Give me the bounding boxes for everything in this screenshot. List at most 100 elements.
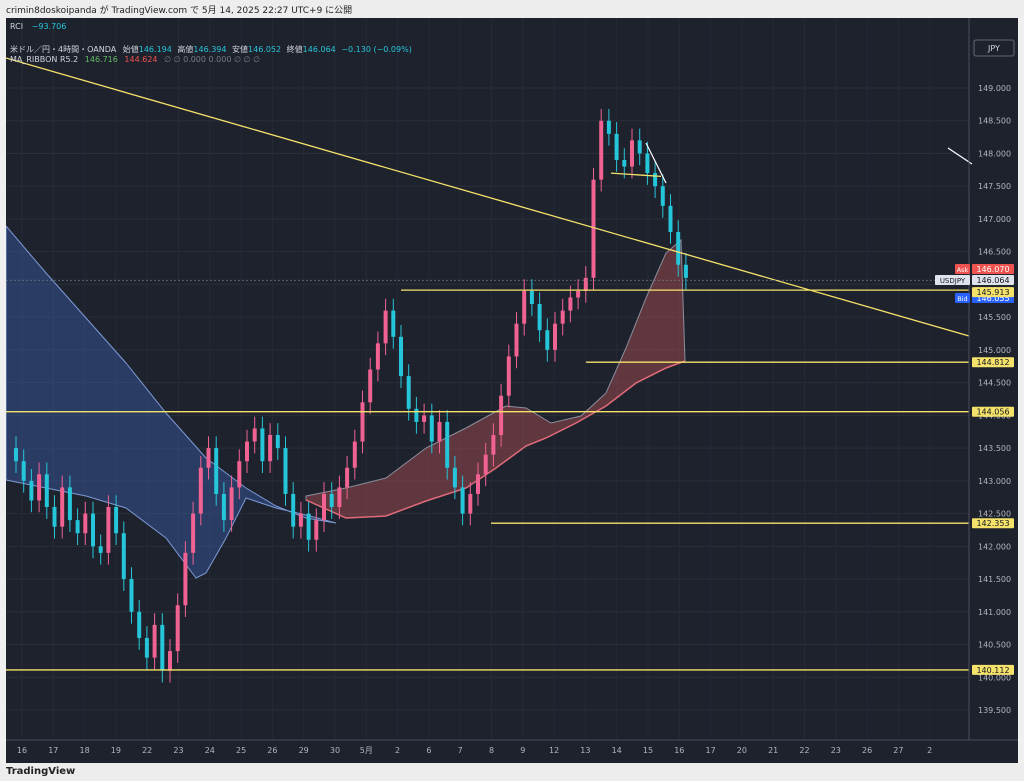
time-axis-label: 29	[299, 746, 309, 755]
change-value: −0.130 (−0.09%)	[341, 45, 412, 54]
ma-ribbon-slow-line	[305, 360, 686, 519]
candle-body	[599, 120, 604, 180]
candle-body	[237, 461, 242, 488]
candle-body	[653, 173, 658, 187]
level-142353-tag	[972, 518, 1014, 529]
level-144056-tag	[972, 406, 1014, 417]
candle-body	[514, 323, 519, 357]
arrow-line[interactable]	[947, 147, 973, 165]
candle-body	[44, 474, 49, 508]
candle-body	[429, 415, 434, 442]
candle-body	[337, 487, 342, 508]
price-scale-label: 142.000	[978, 542, 1011, 551]
candle-body	[168, 651, 172, 671]
time-axis-label: 13	[580, 746, 590, 755]
candle-body	[21, 461, 26, 481]
symbol-price-tag	[972, 275, 1014, 285]
level-142353-value: 142.353	[976, 519, 1009, 528]
short-level[interactable]	[610, 172, 662, 178]
time-axis-label: 22	[799, 746, 809, 755]
candle-body	[506, 356, 511, 396]
symbol-legend[interactable]: 米ドル／円・4時間・OANDA 始値146.194 高値146.394 安値14…	[10, 44, 412, 55]
candle-body	[483, 454, 488, 475]
ask-tag	[972, 264, 1014, 274]
candle-body	[560, 310, 565, 324]
price-scale-label: 147.500	[978, 182, 1011, 191]
ribbon-label: MA_RIBBON R5.2	[10, 55, 79, 64]
price-scale-label: 140.500	[978, 641, 1011, 650]
candle-body	[198, 467, 203, 514]
candle-body	[422, 415, 427, 422]
ribbon-extra-values: ∅ ∅ 0.000 0.000 ∅ ∅ ∅	[164, 55, 260, 64]
level-144812-tag	[972, 357, 1014, 368]
bid-value: 146.055	[976, 294, 1009, 303]
rci-legend[interactable]: RCI −93.706	[10, 22, 66, 31]
rci-label: RCI	[10, 22, 24, 31]
time-axis-label: 16	[17, 746, 27, 755]
candle-body	[175, 605, 180, 652]
candle-body	[545, 330, 550, 350]
candle-body	[137, 611, 142, 638]
candle-body	[52, 507, 57, 527]
price-chart[interactable]: 149.000 148.500 148.000 147.500 147.000 146.5…	[6, 18, 1018, 763]
time-axis-label: 26	[862, 746, 872, 755]
time-axis-label: 23	[831, 746, 841, 755]
candle-body	[360, 402, 365, 442]
candle-body	[152, 624, 157, 658]
ribbon-legend[interactable]: MA_RIBBON R5.2 146.716 144.624 ∅ ∅ 0.000…	[10, 55, 260, 64]
candle-body	[606, 120, 611, 134]
candle-body	[121, 533, 126, 580]
ribbon-value-1: 146.716	[84, 55, 118, 64]
candle-body	[368, 369, 373, 403]
candle-body	[537, 304, 542, 331]
time-axis-label: 21	[768, 746, 778, 755]
candle-body	[75, 520, 80, 534]
candle-body	[60, 487, 65, 527]
candle-body	[660, 186, 665, 206]
high-value: 146.394	[193, 45, 227, 54]
candle-body	[637, 140, 642, 154]
candle-body	[491, 435, 496, 455]
symbol-label: USDJPY	[940, 277, 966, 285]
candle-body	[568, 297, 573, 311]
price-scale-label: 139.500	[978, 706, 1011, 715]
time-axis-label: 18	[80, 746, 90, 755]
currency-button[interactable]	[973, 39, 1015, 57]
time-axis-label: 30	[330, 746, 340, 755]
candle-body	[391, 310, 396, 337]
candle-body	[329, 493, 334, 508]
price-scale-label: 147.000	[978, 215, 1011, 224]
candle-body	[67, 487, 72, 521]
candle-body	[452, 467, 457, 488]
candle-body	[106, 507, 111, 553]
candle-body	[206, 448, 211, 468]
candle-body	[83, 513, 88, 534]
price-scale-label: 140.000	[978, 673, 1011, 682]
time-axis-label: 14	[612, 746, 622, 755]
candle-body	[245, 441, 249, 462]
candle-body	[614, 133, 619, 161]
candle-body	[414, 408, 419, 422]
candle-body	[529, 290, 534, 305]
candle-body	[306, 513, 311, 540]
candle-body	[676, 232, 681, 265]
tradingview-logo: TradingView	[6, 766, 76, 777]
price-scale-label: 148.500	[978, 117, 1011, 126]
candle-body	[260, 428, 265, 462]
projection-line[interactable]	[645, 142, 667, 184]
candle-body	[437, 421, 442, 442]
time-axis-label: 16	[674, 746, 684, 755]
chart-area[interactable]: 149.000 148.500 148.000 147.500 147.000 146.5…	[6, 18, 1018, 763]
price-scale-label: 141.000	[978, 608, 1011, 617]
candle-body	[406, 376, 411, 409]
candle-body	[37, 474, 42, 501]
candle-body	[468, 493, 473, 514]
level-140112-value: 140.112	[976, 666, 1009, 675]
candle-body	[129, 579, 134, 612]
candle-body	[221, 493, 226, 521]
ribbon-value-2: 144.624	[124, 55, 158, 64]
high-label: 高値	[177, 45, 194, 54]
candle-body	[375, 343, 380, 370]
candle-body	[683, 264, 688, 278]
open-label: 始値	[122, 45, 139, 54]
